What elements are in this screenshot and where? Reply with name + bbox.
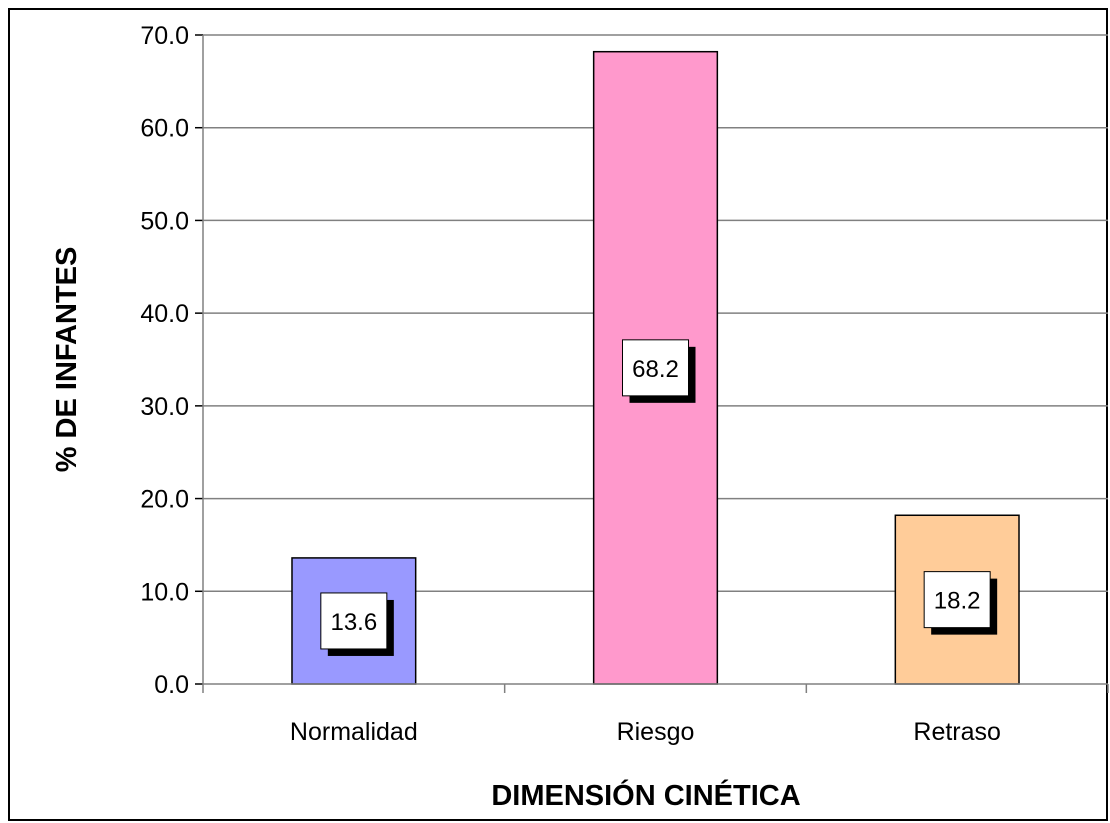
y-tick-label: 70.0 <box>140 22 189 50</box>
chart-frame <box>8 8 1108 821</box>
y-tick-label: 30.0 <box>140 393 189 421</box>
y-tick-label: 10.0 <box>140 578 189 606</box>
y-tick-label: 40.0 <box>140 300 189 328</box>
data-label-box <box>622 339 689 397</box>
y-tick-labels: 0.0 10.0 20.0 30.0 40.0 50.0 60.0 70.0 <box>140 22 189 699</box>
y-tick-label: 50.0 <box>140 207 189 235</box>
data-label: 13.6 <box>330 609 377 636</box>
data-label: 18.2 <box>934 588 981 615</box>
category-label: Normalidad <box>290 718 418 746</box>
data-label-box <box>320 592 388 650</box>
data-label-box <box>923 571 991 629</box>
y-tick-label: 60.0 <box>140 115 189 143</box>
category-label: Retraso <box>913 718 1001 746</box>
data-labels: 13.6 68.2 18.2 <box>320 339 998 656</box>
x-axis-title: DIMENSIÓN CINÉTICA <box>491 778 800 812</box>
bars <box>291 50 1020 685</box>
category-labels: Normalidad Riesgo Retraso <box>290 718 1001 746</box>
category-label: Riesgo <box>617 718 695 746</box>
data-label: 68.2 <box>632 356 679 383</box>
y-axis-title: % DE INFANTES <box>51 247 83 473</box>
y-tick-label: 20.0 <box>140 486 189 514</box>
y-tick-label: 0.0 <box>154 671 189 699</box>
axes <box>195 34 1109 693</box>
